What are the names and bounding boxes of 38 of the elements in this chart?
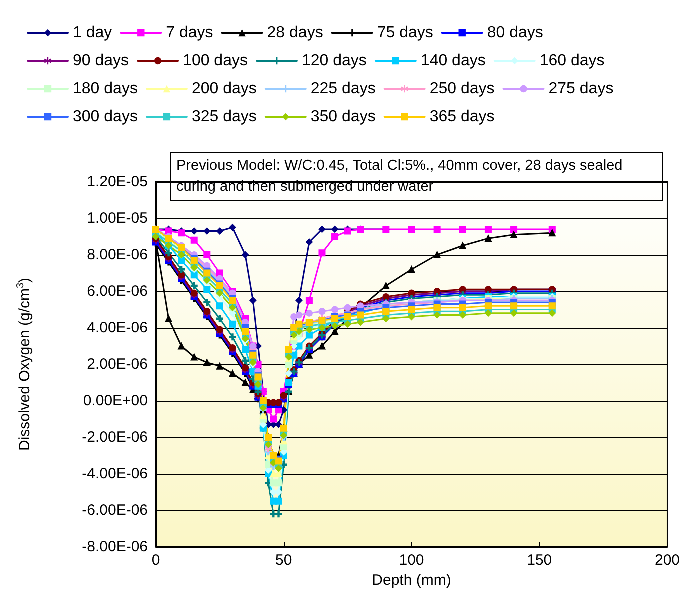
legend-label: 365 days	[430, 108, 495, 126]
x-tick-label: 100	[399, 552, 424, 569]
legend-label: 100 days	[183, 52, 248, 70]
legend-label: 325 days	[192, 108, 257, 126]
legend-label: 300 days	[73, 108, 138, 126]
y-tick-label: 2.00E-06	[87, 356, 148, 373]
x-tick-label: 150	[527, 552, 552, 569]
legend-label: 80 days	[487, 24, 544, 42]
y-tick-label: 4.00E-06	[87, 320, 148, 336]
y-tick-label: -6.00E-06	[82, 502, 148, 519]
legend-label: 225 days	[310, 80, 376, 98]
legend-label: 275 days	[548, 80, 614, 98]
x-tick-label: 0	[152, 552, 160, 569]
legend-label: 160 days	[540, 52, 605, 70]
legend-label: 120 days	[302, 52, 367, 70]
x-axis-title: Depth (mm)	[372, 572, 452, 589]
annotation: Previous Model: W/C:0.45, Total Cl:5%., 40mm cover, 28 days sealed curing and then submerged under water	[176, 158, 627, 195]
legend-label: 1 day	[73, 24, 112, 42]
y-tick-label: 6.00E-06	[87, 283, 148, 300]
legend-label: 7 days	[166, 24, 214, 42]
y-tick-label: 1.00E-05	[87, 210, 148, 227]
y-tick-label: 1.20E-05	[87, 174, 148, 190]
legend-label: 75 days	[377, 24, 434, 42]
legend-label: 90 days	[73, 52, 130, 70]
legend-label: 28 days	[267, 24, 324, 42]
legend-label: 180 days	[73, 80, 138, 98]
y-tick-label: -2.00E-06	[82, 429, 148, 446]
x-tick-label: 50	[276, 552, 292, 569]
legend-label: 350 days	[310, 108, 376, 126]
legend-label: 200 days	[192, 80, 257, 98]
y-tick-label: -4.00E-06	[82, 466, 148, 482]
legend-label: 250 days	[430, 80, 495, 98]
y-tick-label: 0.00E+00	[83, 392, 148, 410]
y-tick-label: 8.00E-06	[87, 246, 148, 264]
y-tick-label: -8.00E-06	[82, 538, 148, 556]
legend-label: 140 days	[420, 52, 486, 70]
x-tick-label: 200	[654, 552, 680, 569]
y-axis-title: Dissolved Oxygen (g/cm3)	[16, 278, 34, 452]
